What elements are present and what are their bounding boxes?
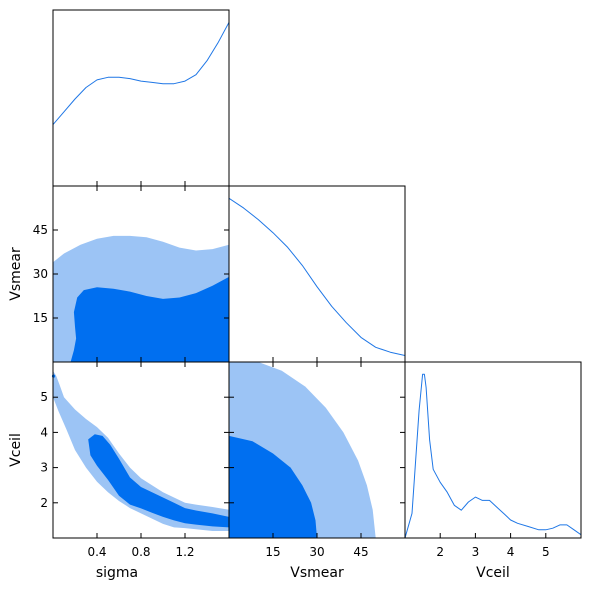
contour-Vsmear-Vceil-inner: [229, 435, 317, 538]
x-tick-label-Vceil: 5: [542, 545, 550, 559]
x-tick-label-Vceil: 2: [436, 545, 444, 559]
x-axis-label-Vceil: Vceil: [476, 565, 510, 581]
marginal-Vceil: [405, 373, 581, 538]
y-tick-label-Vsmear: 45: [33, 223, 48, 237]
x-tick-label-Vceil: 4: [507, 545, 515, 559]
x-tick-label-Vceil: 3: [472, 545, 480, 559]
y-tick-label-Vceil: 3: [40, 461, 48, 475]
panel-frame-2-2: [404, 361, 582, 539]
y-tick-label-Vsmear: 15: [33, 311, 48, 325]
x-axis-label-Vsmear: Vsmear: [290, 565, 344, 581]
x-tick-label-Vsmear: 30: [309, 545, 324, 559]
y-tick-label-Vsmear: 30: [33, 267, 48, 281]
x-tick-label-sigma: 0.8: [131, 545, 150, 559]
y-axis-label-Vceil: Vceil: [8, 433, 24, 467]
contour-sigma-Vceil-inner: [88, 434, 229, 528]
panel-frame-1-1: [228, 185, 406, 363]
marginal-sigma: [53, 22, 229, 125]
x-tick-label-sigma: 0.4: [87, 545, 106, 559]
y-tick-label-Vceil: 2: [40, 496, 48, 510]
x-tick-label-sigma: 1.2: [175, 545, 194, 559]
y-axis-label-Vsmear: Vsmear: [8, 247, 24, 301]
x-tick-label-Vsmear: 15: [265, 545, 280, 559]
marginal-Vsmear: [229, 197, 405, 356]
contour-sigma-Vsmear-inner: [70, 276, 229, 362]
x-axis-label-sigma: sigma: [96, 565, 138, 581]
x-tick-label-Vsmear: 45: [353, 545, 368, 559]
y-tick-label-Vceil: 5: [40, 390, 48, 404]
y-tick-label-Vceil: 4: [40, 425, 48, 439]
panel-frame-0-0: [52, 9, 230, 187]
contour-dot: [51, 374, 56, 378]
